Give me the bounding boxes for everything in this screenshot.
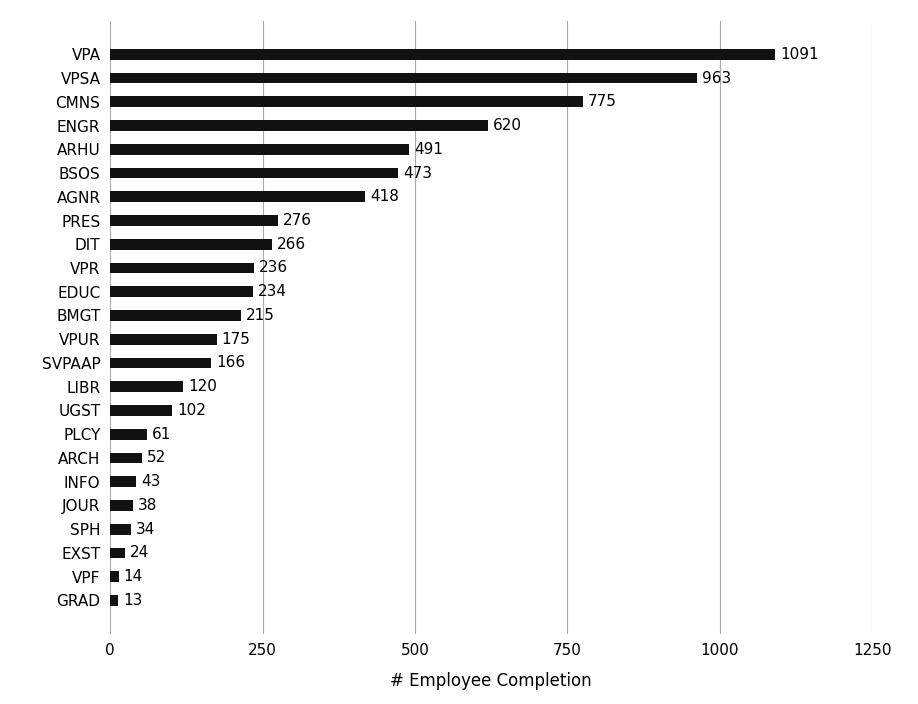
Text: 61: 61 [152, 427, 172, 441]
Text: 24: 24 [129, 546, 149, 560]
Text: 120: 120 [188, 379, 217, 394]
Bar [110, 500, 133, 511]
Text: 102: 102 [177, 403, 206, 418]
Bar [110, 524, 131, 534]
Text: 13: 13 [123, 593, 142, 608]
Bar [110, 429, 148, 439]
Bar [110, 310, 241, 321]
Text: 234: 234 [258, 284, 286, 299]
Text: 963: 963 [702, 70, 732, 86]
Bar [110, 358, 211, 368]
Text: 266: 266 [277, 237, 307, 252]
Bar [110, 239, 273, 250]
Text: 418: 418 [370, 189, 398, 204]
Text: 276: 276 [284, 213, 312, 228]
Text: 473: 473 [403, 165, 432, 180]
Bar [110, 263, 254, 273]
X-axis label: # Employee Completion: # Employee Completion [390, 672, 592, 690]
Bar [110, 405, 173, 416]
Bar [110, 120, 488, 131]
Bar [110, 287, 252, 297]
Bar [110, 477, 137, 487]
Bar [110, 96, 583, 107]
Bar [110, 382, 184, 392]
Text: 236: 236 [259, 260, 288, 275]
Bar [110, 453, 142, 463]
Text: 175: 175 [222, 332, 251, 347]
Text: 52: 52 [147, 451, 166, 465]
Text: 14: 14 [124, 569, 143, 584]
Text: 34: 34 [136, 522, 155, 536]
Bar [110, 572, 118, 582]
Bar [110, 595, 118, 605]
Bar [110, 191, 365, 202]
Bar [110, 215, 278, 226]
Bar [110, 334, 217, 344]
Text: 775: 775 [588, 94, 616, 109]
Text: 215: 215 [246, 308, 275, 323]
Bar [110, 144, 409, 155]
Bar [110, 168, 398, 178]
Text: 166: 166 [217, 356, 245, 370]
Text: 43: 43 [141, 474, 161, 489]
Text: 38: 38 [139, 498, 158, 513]
Text: 491: 491 [414, 142, 443, 157]
Bar [110, 73, 697, 83]
Bar [110, 49, 775, 60]
Bar [110, 548, 125, 558]
Text: 1091: 1091 [780, 46, 819, 62]
Text: 620: 620 [493, 118, 522, 133]
